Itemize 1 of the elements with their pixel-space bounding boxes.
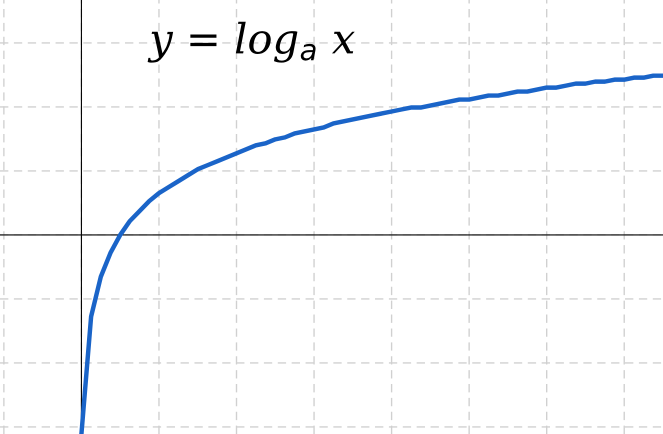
chart-title: y = log$_{a}$ x (148, 22, 355, 63)
